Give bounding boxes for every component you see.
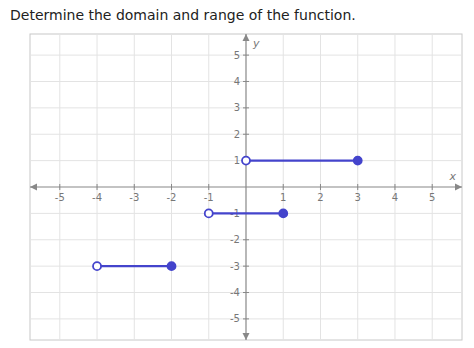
- y-tick-label: -5: [230, 313, 240, 324]
- grid-line-y: [30, 134, 462, 135]
- y-tick: [243, 239, 249, 240]
- grid-line-y: [30, 292, 462, 293]
- x-tick: [208, 184, 209, 190]
- x-arrow: [30, 184, 37, 191]
- x-tick-label: -3: [129, 192, 139, 203]
- grid-line-y: [30, 81, 462, 82]
- y-tick-label: 4: [234, 76, 240, 87]
- x-tick-label: 2: [317, 192, 323, 203]
- title: Determine the domain and range of the fu…: [10, 7, 356, 23]
- y-tick: [243, 318, 249, 319]
- grid-line-y: [30, 107, 462, 108]
- x-axis-label: x: [448, 170, 456, 183]
- x-tick-label: 4: [392, 192, 398, 203]
- segment: [97, 265, 171, 267]
- y-axis-label: y: [252, 37, 260, 50]
- x-arrow: [455, 184, 462, 191]
- x-tick-label: 5: [429, 192, 435, 203]
- y-arrow: [243, 333, 250, 340]
- y-tick-label: 3: [234, 102, 240, 113]
- grid-line-y: [30, 213, 462, 214]
- segment: [209, 212, 283, 214]
- grid-line-x: [59, 34, 60, 340]
- y-tick: [243, 292, 249, 293]
- y-axis: [245, 34, 246, 340]
- chart: Determine the domain and range of the fu…: [0, 0, 474, 348]
- axes: -5-4-3-2-112345-5-4-3-2-112345: [30, 34, 462, 340]
- x-tick: [357, 184, 358, 190]
- x-tick: [171, 184, 172, 190]
- y-tick-label: -3: [230, 261, 240, 272]
- y-tick: [243, 107, 249, 108]
- grid-line-x: [97, 34, 98, 340]
- x-tick: [394, 184, 395, 190]
- x-tick: [134, 184, 135, 190]
- grid-line-x: [171, 34, 172, 340]
- grid: [30, 34, 462, 340]
- y-tick-label: -2: [230, 234, 240, 245]
- open-endpoint: [242, 157, 250, 165]
- grid-line-x: [134, 34, 135, 340]
- y-arrow: [243, 34, 250, 41]
- grid-line-x: [283, 34, 284, 340]
- grid-line-x: [320, 34, 321, 340]
- closed-endpoint: [279, 209, 287, 217]
- closed-endpoint: [168, 262, 176, 270]
- open-endpoint: [93, 262, 101, 270]
- y-tick: [243, 55, 249, 56]
- x-tick-label: -5: [55, 192, 65, 203]
- grid-line-x: [357, 34, 358, 340]
- segment: [246, 160, 358, 162]
- grid-line-y: [30, 55, 462, 56]
- x-tick: [432, 184, 433, 190]
- x-tick: [97, 184, 98, 190]
- grid-line-x: [432, 34, 433, 340]
- x-tick-label: 3: [355, 192, 361, 203]
- x-tick-label: -2: [167, 192, 177, 203]
- grid-line-y: [30, 318, 462, 319]
- plot-frame: [30, 34, 462, 340]
- grid-line-x: [208, 34, 209, 340]
- y-tick-label: 5: [234, 50, 240, 61]
- x-tick-label: 1: [280, 192, 286, 203]
- y-tick: [243, 134, 249, 135]
- y-tick-label: 1: [234, 155, 240, 166]
- x-tick: [320, 184, 321, 190]
- y-tick-label: 2: [234, 129, 240, 140]
- x-tick-label: -1: [204, 192, 214, 203]
- closed-endpoint: [354, 157, 362, 165]
- y-tick: [243, 81, 249, 82]
- x-tick-label: -4: [92, 192, 102, 203]
- grid-line-y: [30, 239, 462, 240]
- y-tick-label: -4: [230, 287, 240, 298]
- x-tick: [59, 184, 60, 190]
- marks: [93, 157, 362, 271]
- grid-line-x: [394, 34, 395, 340]
- open-endpoint: [205, 209, 213, 217]
- y-tick: [243, 266, 249, 267]
- x-tick: [283, 184, 284, 190]
